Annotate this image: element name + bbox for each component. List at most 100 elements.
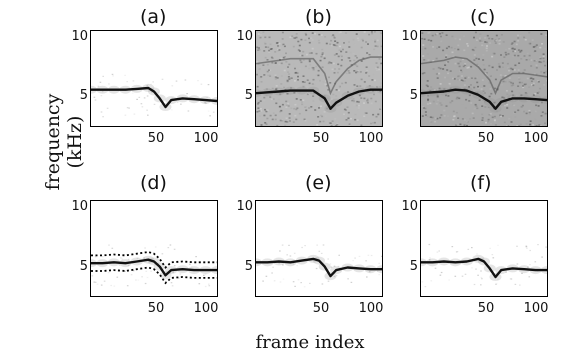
noise-speck [275,102,278,105]
panel-d-plot [90,200,218,297]
noise-speck [515,43,518,46]
noise-speck [471,48,474,51]
noise-speck [539,125,542,126]
noise-speck [530,65,533,67]
noise-speck [264,36,267,39]
noise-speck [143,257,145,259]
noise-speck [442,49,445,52]
noise-speck [260,81,263,83]
noise-speck [339,31,342,33]
noise-speck [448,91,451,93]
noise-speck [110,284,112,287]
noise-speck [488,82,491,84]
noise-speck [259,108,262,110]
noise-speck [203,274,205,276]
noise-speck [126,81,128,83]
noise-speck [339,41,342,43]
noise-speck [455,251,458,253]
noise-speck [454,37,457,40]
noise-speck [534,50,537,52]
noise-speck [484,106,487,108]
noise-speck [380,82,382,85]
noise-speck [265,275,268,277]
noise-speck [468,86,470,88]
noise-speck [354,113,357,116]
noise-speck [280,38,283,40]
noise-speck [308,60,311,63]
noise-speck [290,107,293,110]
noise-speck [360,78,363,81]
noise-speck [459,60,462,63]
panel-d-title: (d) [140,172,167,194]
noise-speck [311,83,314,85]
noise-speck [426,115,429,118]
noise-speck [301,103,304,106]
noise-speck [256,103,259,105]
noise-speck [282,63,285,66]
harmonic-trace [421,56,547,96]
noise-speck [439,102,442,104]
noise-speck [360,88,363,90]
noise-speck [324,83,327,86]
panel-d-spectrogram [91,201,217,296]
noise-speck [461,103,464,106]
noise-speck [534,73,537,75]
noise-speck [427,94,430,97]
noise-speck [508,69,510,72]
noise-speck [436,95,439,98]
noise-speck [320,252,323,254]
noise-speck [100,284,103,286]
noise-speck [335,89,338,91]
noise-speck [337,265,340,268]
noise-speck [280,83,283,85]
noise-speck [437,99,440,101]
noise-speck [340,59,343,61]
panel-e-spectrogram [256,201,382,296]
noise-speck [97,85,100,87]
noise-speck [447,55,450,57]
noise-speck [321,52,324,54]
noise-speck [480,284,482,286]
noise-speck [259,33,262,36]
noise-speck [263,99,266,102]
noise-speck [294,103,297,106]
noise-speck [127,258,130,260]
noise-speck [494,42,497,44]
noise-speck [518,78,521,80]
noise-speck [345,51,348,53]
noise-speck [523,110,525,113]
noise-speck [299,67,301,70]
noise-speck [376,39,379,42]
noise-speck [327,280,330,282]
noise-speck [374,39,377,42]
panel-b-xtick-50: 50 [312,131,330,146]
noise-speck [301,101,303,103]
noise-speck [335,53,338,55]
noise-speck [474,46,477,49]
noise-speck [298,112,301,115]
noise-speck [127,264,130,266]
panel-c-xtick-100: 100 [523,131,549,146]
noise-speck [462,79,464,82]
y-axis-label: frequency (kHz) [42,93,86,191]
noise-speck [481,117,484,119]
noise-speck [525,123,528,125]
panel-c-ytick-5: 5 [409,88,418,103]
noise-speck [353,101,356,103]
noise-speck [257,47,260,49]
noise-speck [308,92,311,95]
noise-speck [516,66,519,69]
noise-speck [319,59,322,62]
noise-speck [357,39,360,42]
noise-speck [467,76,470,79]
noise-speck [184,79,187,81]
noise-speck [497,63,500,65]
noise-speck [424,107,427,110]
noise-speck [124,114,127,116]
noise-speck [429,116,432,118]
noise-speck [540,101,543,104]
noise-speck [151,91,153,93]
noise-speck [466,43,469,45]
noise-speck [336,71,339,74]
noise-speck [520,106,523,108]
